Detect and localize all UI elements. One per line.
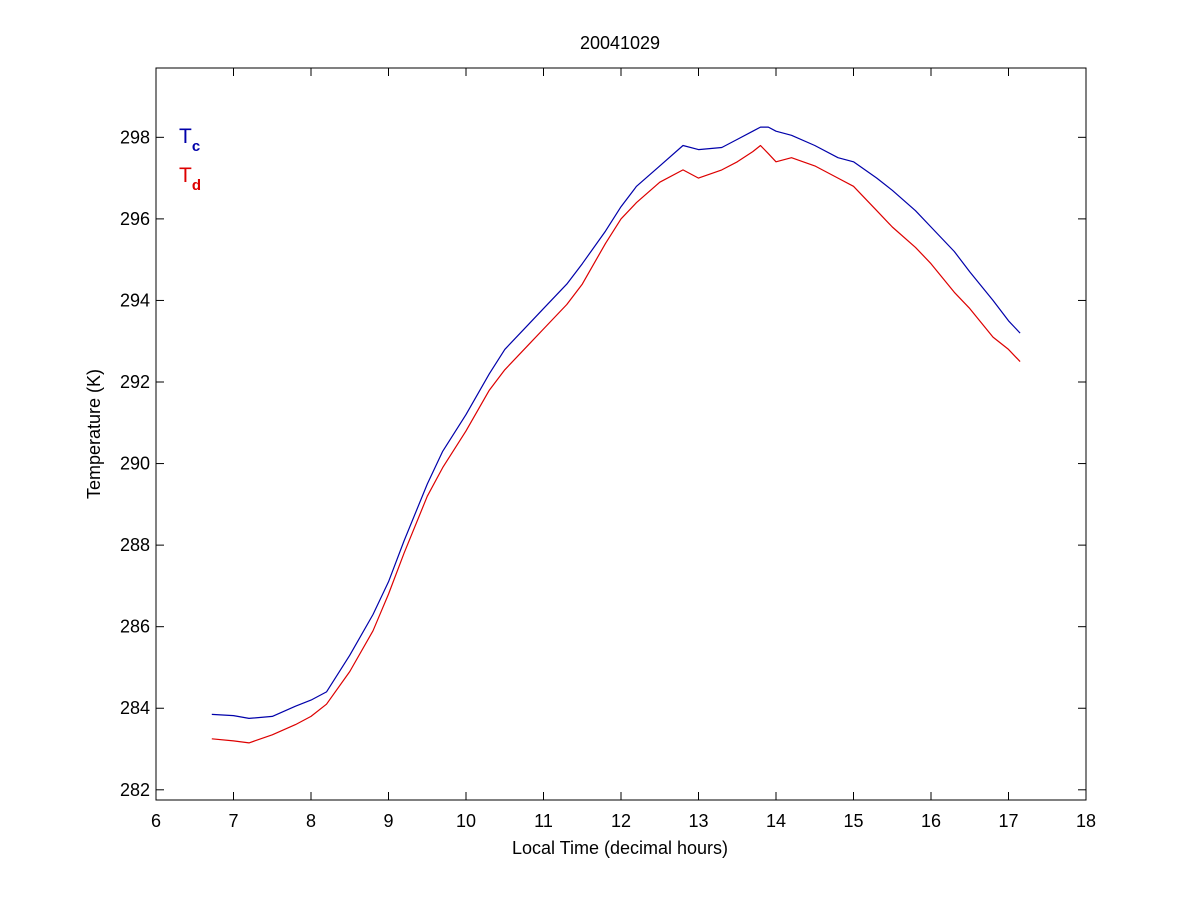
y-tick-label: 284 <box>120 698 150 718</box>
x-tick-label: 9 <box>383 811 393 831</box>
x-tick-label: 6 <box>151 811 161 831</box>
x-tick-label: 17 <box>998 811 1018 831</box>
y-tick-label: 290 <box>120 454 150 474</box>
y-tick-label: 294 <box>120 290 150 310</box>
y-axis-label: Temperature (K) <box>84 369 104 499</box>
y-tick-label: 282 <box>120 780 150 800</box>
legend-entry-name: T <box>179 164 192 187</box>
x-tick-label: 14 <box>766 811 786 831</box>
x-tick-label: 16 <box>921 811 941 831</box>
x-tick-label: 7 <box>228 811 238 831</box>
x-tick-label: 11 <box>534 811 553 831</box>
y-tick-label: 296 <box>120 209 150 229</box>
x-tick-label: 18 <box>1076 811 1096 831</box>
legend-entry-d: Td <box>179 164 201 194</box>
x-tick-label: 15 <box>843 811 863 831</box>
chart-title: 20041029 <box>580 33 660 53</box>
series-line-T-d <box>211 144 1021 744</box>
legend-entry-name: T <box>179 125 192 148</box>
legend-entry-subscript: c <box>192 138 200 155</box>
y-tick-label: 298 <box>120 127 150 147</box>
x-tick-label: 8 <box>306 811 316 831</box>
x-tick-label: 13 <box>688 811 708 831</box>
legend-entry-subscript: d <box>192 177 201 194</box>
series-line-T-c <box>211 126 1021 720</box>
y-tick-label: 292 <box>120 372 150 392</box>
y-tick-label: 286 <box>120 617 150 637</box>
x-tick-label: 12 <box>611 811 631 831</box>
legend-entry-c: Tc <box>179 125 200 155</box>
plot-frame <box>155 67 1087 801</box>
x-axis-label: Local Time (decimal hours) <box>512 838 728 858</box>
y-tick-label: 288 <box>120 535 150 555</box>
x-tick-label: 10 <box>456 811 476 831</box>
y-axis: 282 284 286 288 290 292 294 296 298 <box>120 127 1086 800</box>
series-layer <box>211 126 1021 744</box>
x-axis: 6 7 8 9 10 11 12 13 14 15 16 17 18 <box>151 68 1096 831</box>
